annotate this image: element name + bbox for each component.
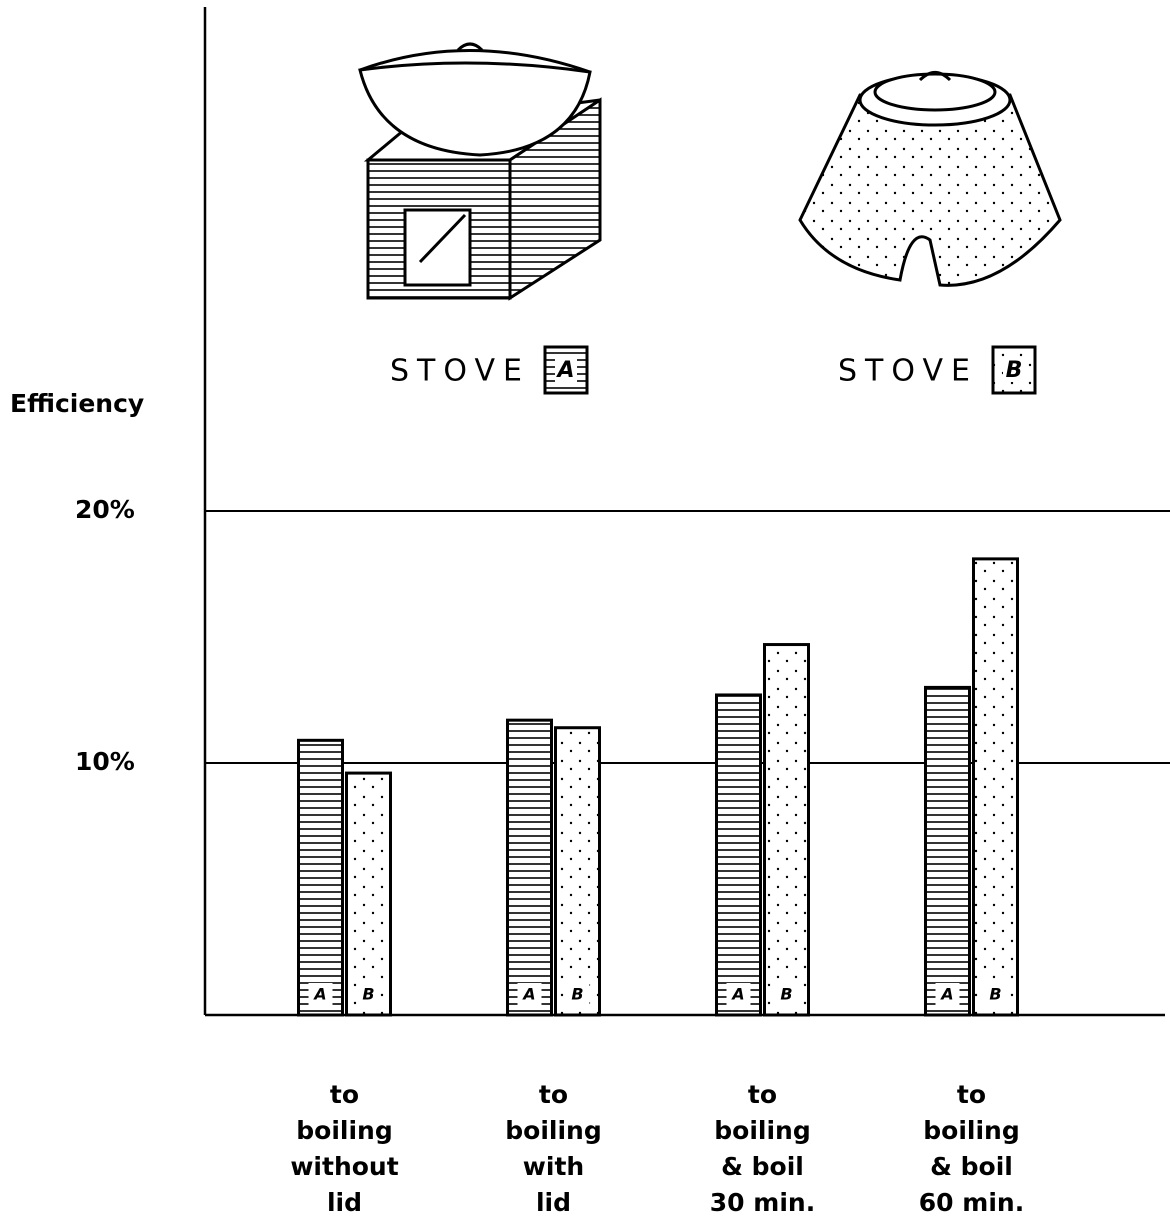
bar	[715, 693, 762, 1017]
legend-text: STOVE	[838, 354, 978, 389]
bar-label-bg	[308, 983, 333, 1007]
bar-label: A	[312, 985, 326, 1004]
legend-label: A	[555, 358, 574, 383]
stove-b-illustration	[798, 71, 1062, 287]
legend: STOVE A STOVE B	[390, 345, 1037, 395]
y-tick-label: 20%	[75, 495, 135, 524]
y-axis-label: Efficiency	[10, 389, 144, 418]
bar	[345, 771, 392, 1017]
legend-label: B	[1006, 358, 1023, 383]
x-tick-label: to boiling & boil 30 min.	[709, 1080, 816, 1217]
bar-label-bg	[565, 983, 590, 1007]
legend-swatch-bg	[555, 358, 577, 382]
bar-label: B	[362, 985, 374, 1004]
bar	[554, 726, 601, 1017]
bar-label-bg	[935, 983, 960, 1007]
y-tick-label: 10%	[75, 747, 135, 776]
legend-text: STOVE	[390, 354, 530, 389]
bar-label: A	[730, 985, 744, 1004]
legend-swatch	[543, 345, 589, 395]
bar-label: B	[989, 985, 1001, 1004]
bar-label: A	[521, 985, 535, 1004]
bar-label-bg	[356, 983, 381, 1007]
bar-label: A	[939, 985, 953, 1004]
bar	[506, 718, 553, 1017]
bar	[297, 738, 344, 1017]
x-tick-label: to boiling with lid	[505, 1080, 602, 1217]
bar-label-bg	[517, 983, 542, 1007]
bar	[924, 685, 971, 1017]
bar-label: B	[571, 985, 583, 1004]
bar-label-bg	[983, 983, 1008, 1007]
bar-label-bg	[774, 983, 799, 1007]
bar-label: B	[780, 985, 792, 1004]
stove-a-illustration	[358, 42, 602, 301]
x-tick-label: to boiling & boil 60 min.	[918, 1080, 1025, 1217]
bar-label-bg	[726, 983, 751, 1007]
bar	[972, 557, 1019, 1017]
x-tick-label: to boiling without lid	[290, 1080, 399, 1217]
legend-swatch-bg	[1003, 358, 1025, 382]
bar	[763, 643, 810, 1017]
